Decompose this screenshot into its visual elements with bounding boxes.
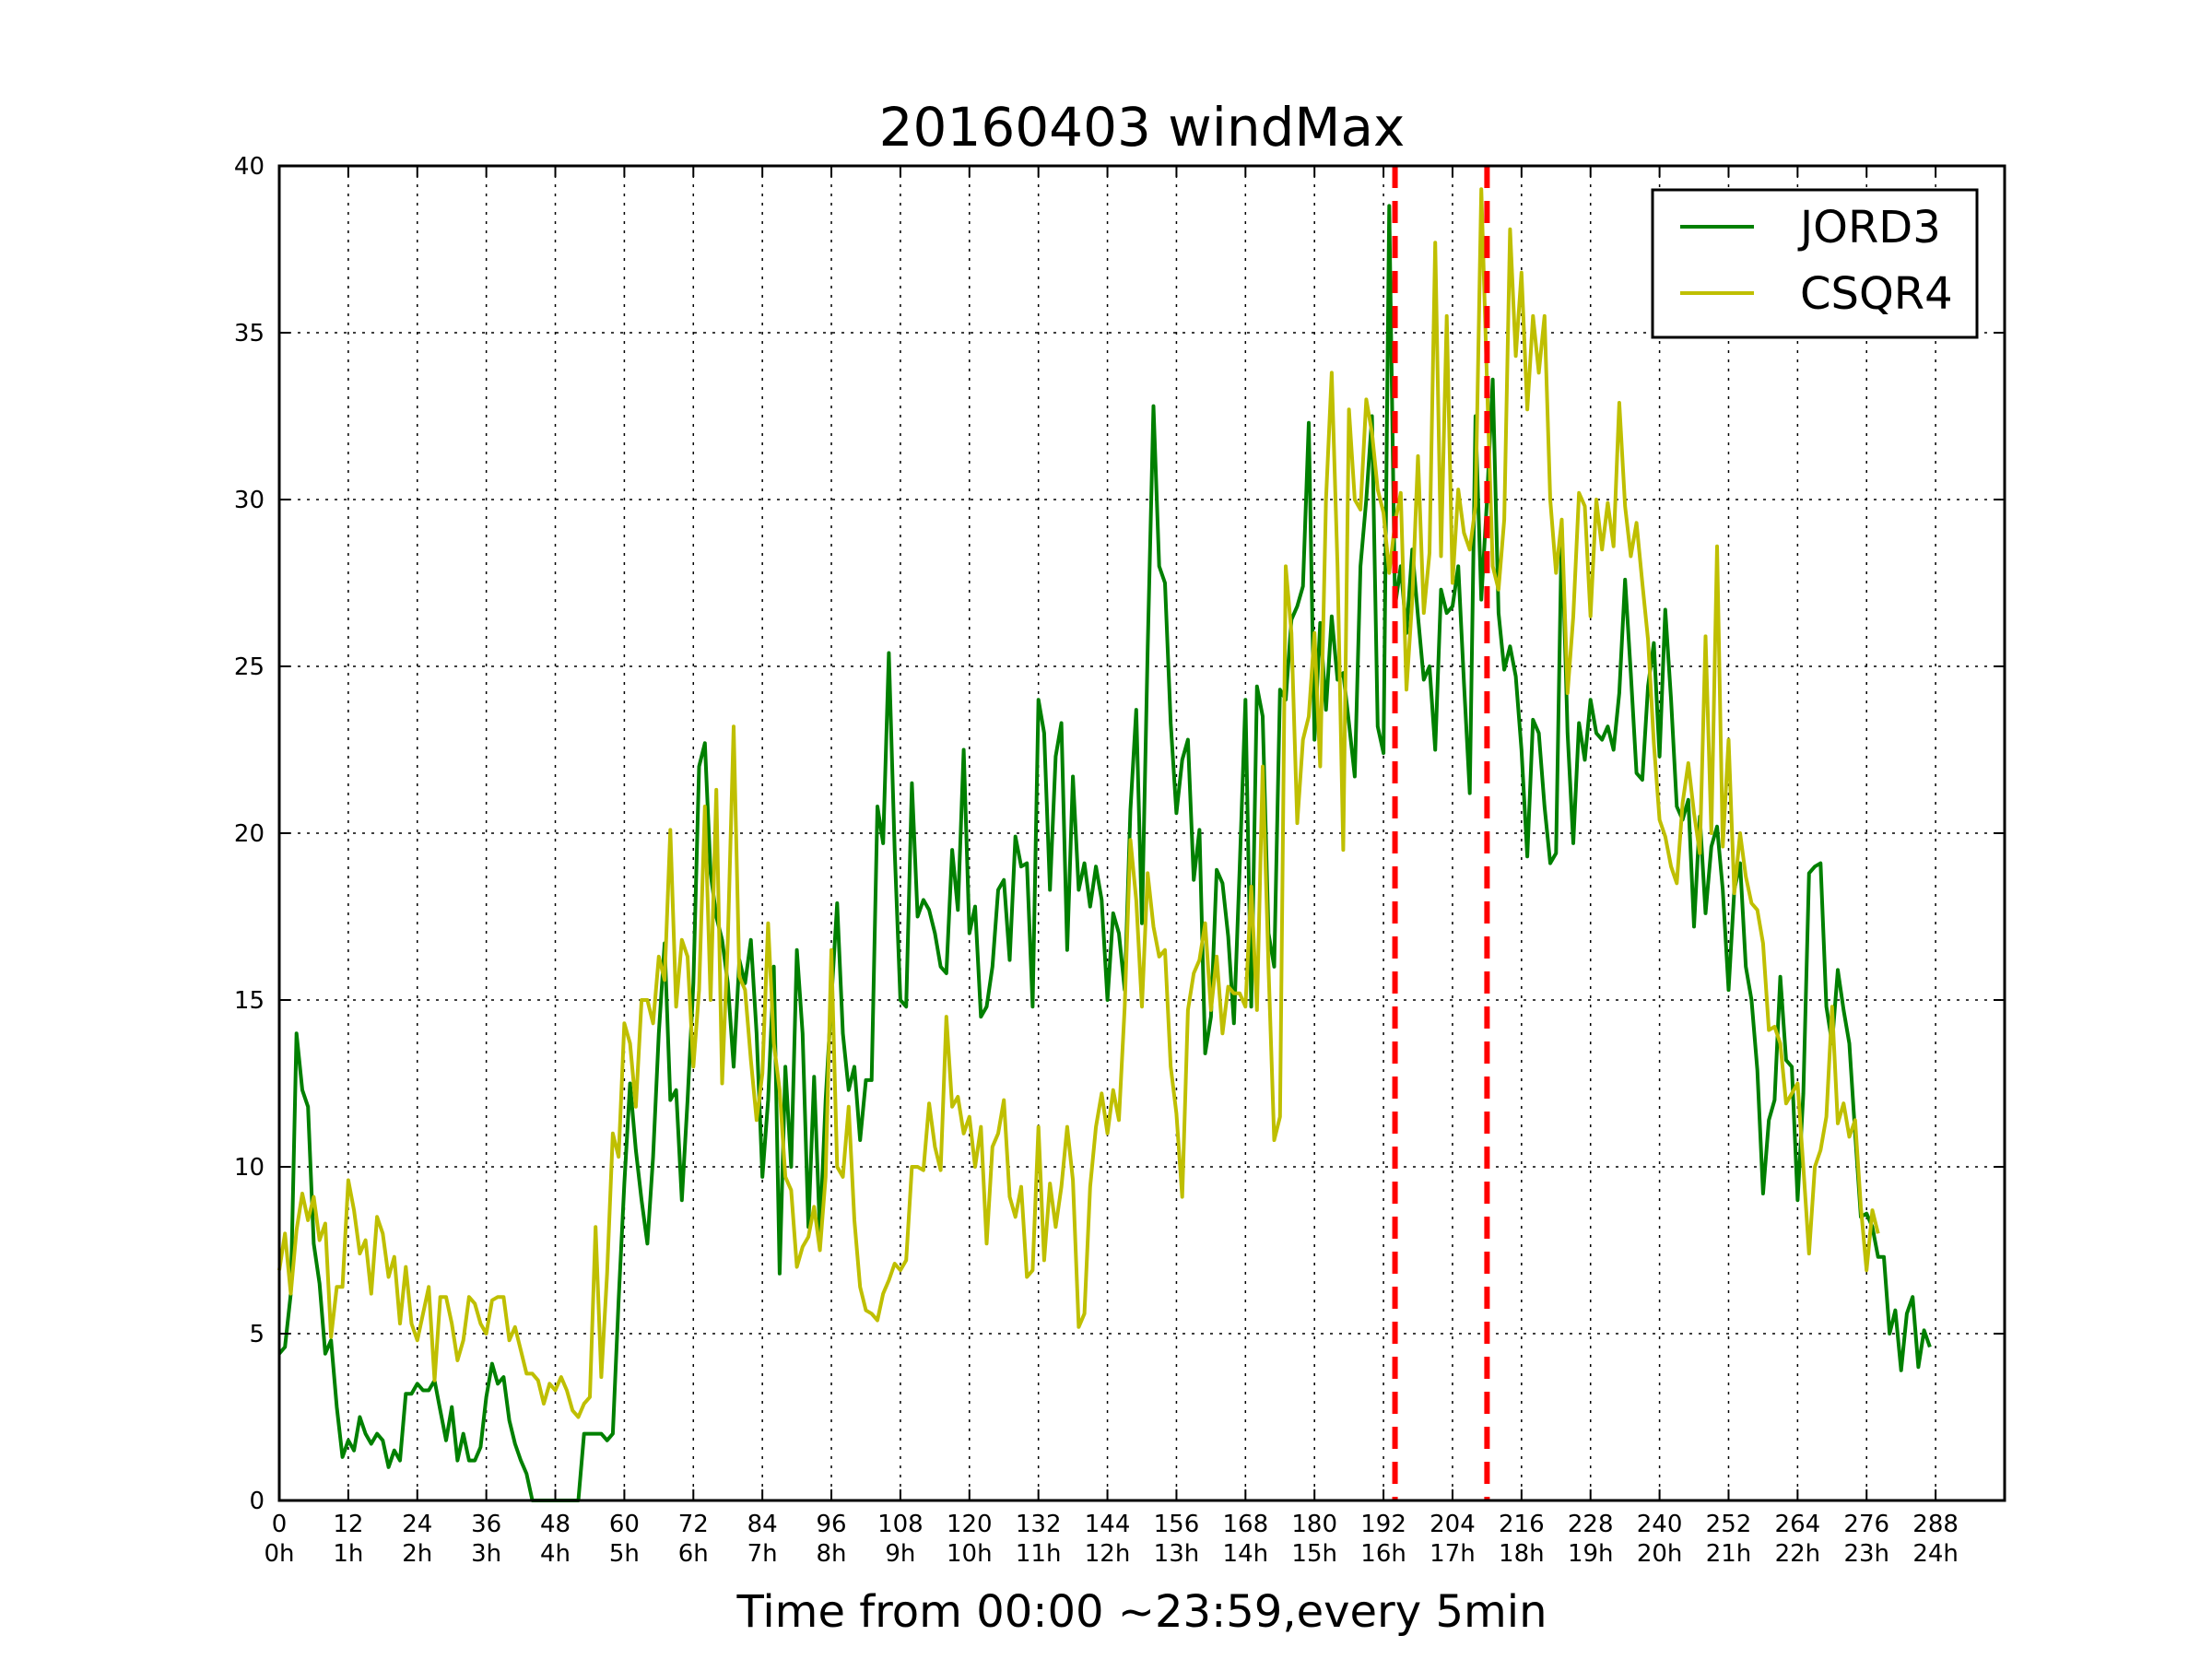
x-tick-label: 132 (1016, 1511, 1062, 1538)
x-tick-label-hour: 5h (609, 1540, 640, 1568)
x-tick-label-hour: 23h (1843, 1540, 1889, 1568)
x-tick-label-hour: 17h (1430, 1540, 1476, 1568)
x-tick-label-hour: 7h (747, 1540, 778, 1568)
x-tick-label-hour: 16h (1360, 1540, 1406, 1568)
x-tick-label-hour: 14h (1223, 1540, 1269, 1568)
x-tick-label: 216 (1499, 1511, 1545, 1538)
x-tick-label: 72 (678, 1511, 709, 1538)
y-tick-label: 15 (234, 987, 265, 1015)
x-tick-label-hour: 21h (1706, 1540, 1752, 1568)
series-line-csqr4 (277, 187, 1880, 1419)
x-tick-label: 180 (1291, 1511, 1337, 1538)
x-tick-label: 24 (402, 1511, 432, 1538)
x-tick-label: 240 (1637, 1511, 1683, 1538)
x-tick-label: 168 (1222, 1511, 1268, 1538)
legend-label-jord3: JORD3 (1797, 202, 1941, 253)
x-tick-label: 228 (1568, 1511, 1614, 1538)
y-axis: 0 5 10 15 20 25 30 35 40 (234, 153, 2005, 1515)
x-tick-label: 84 (747, 1511, 778, 1538)
x-tick-label-hour: 2h (402, 1540, 432, 1568)
x-tick-label: 0 (272, 1511, 288, 1538)
x-tick-label: 252 (1706, 1511, 1752, 1538)
x-tick-label-hour: 0h (264, 1540, 294, 1568)
x-tick-label-hour: 1h (333, 1540, 363, 1568)
x-tick-label-hour: 22h (1775, 1540, 1821, 1568)
y-tick-label: 25 (234, 653, 265, 681)
chart-title: 20160403 windMax (879, 96, 1406, 159)
x-tick-label-hour: 10h (947, 1540, 993, 1568)
x-tick-label: 192 (1360, 1511, 1406, 1538)
reference-lines (1392, 166, 1490, 1500)
x-axis-label: Time from 00:00 ~23:59,every 5min (736, 1586, 1547, 1638)
y-tick-label: 5 (249, 1321, 265, 1348)
x-tick-label-hour: 11h (1016, 1540, 1062, 1568)
x-tick-label-hour: 3h (471, 1540, 501, 1568)
x-tick-label: 264 (1775, 1511, 1821, 1538)
x-tick-label-hour: 9h (885, 1540, 915, 1568)
x-tick-label-hour: 15h (1291, 1540, 1337, 1568)
x-tick-label-hour: 12h (1085, 1540, 1131, 1568)
x-tick-label: 156 (1154, 1511, 1200, 1538)
x-tick-label-hour: 18h (1499, 1540, 1545, 1568)
x-tick-label: 288 (1912, 1511, 1959, 1538)
legend-box (1651, 188, 1979, 339)
x-tick-label-hour: 24h (1912, 1540, 1959, 1568)
x-tick-label: 48 (540, 1511, 571, 1538)
y-tick-label: 40 (234, 153, 265, 181)
x-tick-label-hour: 6h (678, 1540, 709, 1568)
y-tick-label: 35 (234, 320, 265, 347)
y-tick-label: 30 (234, 487, 265, 514)
x-tick-label-hour: 19h (1568, 1540, 1614, 1568)
legend-label-csqr4: CSQR4 (1800, 268, 1953, 320)
x-tick-label: 96 (816, 1511, 846, 1538)
grid (278, 165, 2005, 1501)
x-tick-label-hour: 4h (540, 1540, 571, 1568)
x-tick-label-hour: 8h (817, 1540, 847, 1568)
x-tick-label-hour: 13h (1154, 1540, 1200, 1568)
y-tick-label: 20 (234, 820, 265, 848)
y-tick-label: 0 (249, 1488, 265, 1515)
x-tick-label: 144 (1085, 1511, 1131, 1538)
x-tick-label: 120 (947, 1511, 993, 1538)
x-tick-label: 12 (333, 1511, 363, 1538)
x-tick-label: 36 (471, 1511, 501, 1538)
x-tick-label: 108 (877, 1511, 924, 1538)
x-tick-label-hour: 20h (1637, 1540, 1683, 1568)
y-tick-label: 10 (234, 1154, 265, 1182)
x-tick-label: 60 (609, 1511, 640, 1538)
legend: JORD3 CSQR4 (1651, 188, 1979, 339)
x-tick-label: 276 (1843, 1511, 1889, 1538)
x-tick-label: 204 (1430, 1511, 1476, 1538)
